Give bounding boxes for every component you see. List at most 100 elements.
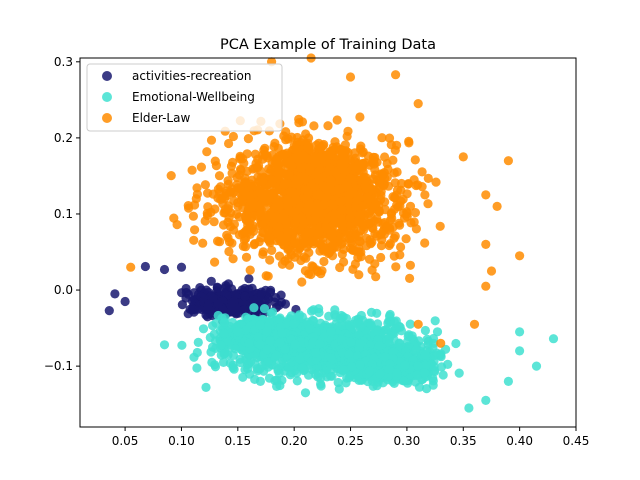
data-point	[177, 300, 187, 310]
data-point	[213, 299, 223, 309]
data-point	[297, 277, 307, 287]
data-point	[224, 201, 234, 211]
data-point	[352, 318, 362, 328]
data-point	[280, 344, 290, 354]
data-point	[330, 210, 340, 220]
data-point	[481, 281, 491, 291]
data-point	[315, 339, 325, 349]
series-elder-law	[126, 53, 525, 348]
data-point	[192, 347, 202, 358]
data-point	[391, 70, 401, 80]
data-point	[423, 199, 433, 209]
data-point	[210, 257, 220, 267]
data-point	[370, 170, 380, 180]
data-point	[290, 153, 300, 163]
data-point	[188, 211, 198, 221]
data-point	[384, 364, 394, 374]
data-point	[243, 134, 253, 144]
data-point	[255, 339, 265, 350]
data-point	[209, 217, 219, 227]
data-point	[140, 261, 150, 272]
data-point	[258, 249, 268, 259]
data-point	[355, 160, 366, 170]
data-point	[241, 215, 251, 225]
data-point	[347, 361, 357, 372]
data-point	[228, 254, 238, 264]
data-point	[265, 255, 275, 265]
data-point	[326, 353, 336, 363]
data-point	[357, 148, 367, 158]
data-point	[219, 329, 229, 339]
data-point	[432, 327, 443, 337]
data-point	[403, 331, 413, 341]
data-point	[202, 147, 212, 157]
legend-marker	[102, 92, 112, 102]
data-point	[420, 190, 430, 200]
data-point	[258, 227, 268, 237]
data-point	[367, 265, 377, 275]
data-point	[420, 350, 430, 360]
x-tick-label: 0.40	[506, 434, 533, 448]
data-point	[231, 303, 241, 313]
data-point	[236, 165, 246, 176]
data-point	[230, 344, 240, 354]
data-points-layer	[104, 53, 559, 413]
data-point	[503, 156, 513, 166]
legend-marker	[102, 113, 112, 123]
data-point	[413, 99, 423, 109]
data-point	[391, 262, 401, 272]
data-point	[339, 244, 349, 254]
data-point	[236, 195, 247, 205]
data-point	[335, 219, 345, 229]
data-point	[261, 214, 271, 224]
data-point	[248, 295, 258, 305]
data-point	[252, 364, 262, 374]
data-point	[303, 187, 313, 197]
data-point	[388, 155, 398, 165]
data-point	[383, 324, 393, 334]
data-point	[289, 319, 299, 329]
data-point	[281, 237, 291, 247]
data-point	[390, 178, 400, 188]
data-point	[223, 176, 233, 186]
data-point	[261, 271, 271, 281]
data-point	[375, 369, 385, 379]
data-point	[302, 142, 313, 153]
data-point	[411, 224, 421, 234]
data-point	[319, 200, 329, 210]
data-point	[389, 251, 399, 261]
data-point	[374, 341, 384, 351]
data-point	[262, 344, 272, 355]
data-point	[323, 121, 333, 131]
data-point	[384, 133, 395, 143]
data-point	[232, 209, 242, 219]
data-point	[255, 376, 265, 386]
legend-marker	[102, 71, 112, 81]
data-point	[348, 187, 358, 197]
data-point	[389, 378, 399, 388]
data-point	[395, 220, 405, 230]
legend-label: Emotional-Wellbeing	[132, 90, 255, 104]
data-point	[481, 395, 491, 405]
data-point	[210, 156, 220, 166]
data-point	[355, 339, 365, 349]
data-point	[181, 283, 191, 294]
data-point	[332, 115, 342, 125]
data-point	[299, 172, 309, 182]
data-point	[191, 194, 201, 204]
data-point	[368, 223, 378, 234]
data-point	[308, 262, 318, 272]
data-point	[201, 382, 211, 392]
data-point	[229, 187, 239, 197]
data-point	[515, 327, 525, 337]
data-point	[214, 171, 225, 181]
data-point	[218, 357, 229, 367]
data-point	[321, 224, 331, 234]
data-point	[302, 154, 312, 164]
data-point	[403, 179, 413, 189]
data-point	[245, 265, 255, 275]
data-point	[325, 175, 335, 185]
data-point	[384, 333, 395, 343]
data-point	[348, 174, 358, 184]
data-point	[279, 180, 289, 190]
